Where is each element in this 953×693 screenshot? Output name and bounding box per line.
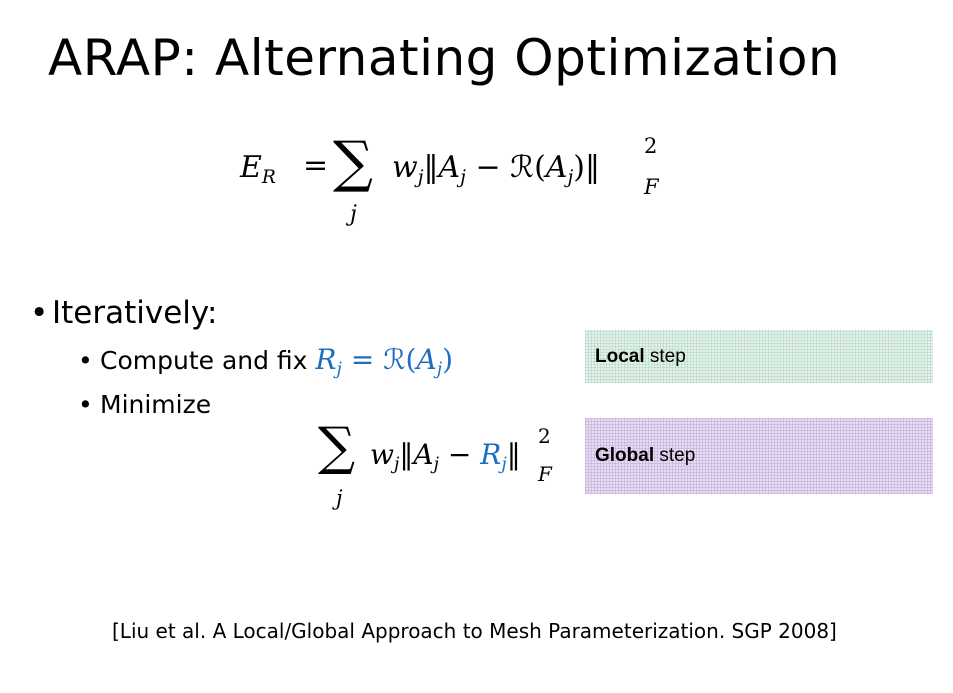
bullet-iteratively: • Iteratively: xyxy=(30,293,217,333)
energy-frobenius: F xyxy=(644,175,659,199)
compute-equals: = xyxy=(350,343,375,376)
local-step-rest: step xyxy=(644,345,686,367)
energy-R-sub: R xyxy=(261,166,276,188)
compute-A: A xyxy=(416,343,437,376)
local-step-bold: Local xyxy=(595,345,645,367)
energy-equals: = xyxy=(303,148,329,183)
minimize-power: 2 xyxy=(538,424,551,448)
energy-R-operator: ℛ xyxy=(510,150,535,185)
bullet-dot: • xyxy=(30,295,49,331)
global-step-rest: step xyxy=(654,445,696,466)
energy-paren-close: ) xyxy=(573,150,585,185)
compute-formula: Rj = ℛ(Aj) xyxy=(315,343,454,380)
minimize-w: w xyxy=(370,438,394,471)
local-step-box: Local step xyxy=(585,330,933,383)
compute-R-sub: j xyxy=(336,359,342,380)
energy-E: E xyxy=(240,150,262,185)
compute-A-sub: j xyxy=(436,359,443,380)
energy-paren-open: ( xyxy=(534,150,546,185)
minimize-R-term: Rj xyxy=(480,438,506,475)
global-step-bold: Global xyxy=(595,445,655,466)
energy-sum-index: j xyxy=(350,202,357,227)
compute-R: R xyxy=(315,343,337,376)
global-step-box: Global step xyxy=(585,418,933,494)
energy-minus: − xyxy=(475,150,501,185)
bullet-compute: • Compute and fix Rj = ℛ(Aj) xyxy=(78,343,453,387)
energy-lhs: ER xyxy=(240,150,276,188)
energy-equation: ER = ∑ j wj‖Aj − ℛ(Aj)‖ 2 F xyxy=(240,130,680,235)
energy-norm-close: ‖ xyxy=(584,150,600,185)
minimize-w-sub: j xyxy=(393,454,400,475)
energy-A2-sub: j xyxy=(567,166,574,188)
minimize-sum-symbol: ∑ xyxy=(318,417,356,477)
minimize-A: A xyxy=(413,438,434,471)
bullet-minimize-label: Minimize xyxy=(100,390,212,419)
minimize-formula: ∑ j wj‖Aj − Rj‖ 2 F xyxy=(318,417,578,520)
minimize-minus: − xyxy=(447,438,472,471)
energy-sum-symbol: ∑ xyxy=(333,130,373,195)
bullet-dot: • xyxy=(78,346,93,375)
bullet-minimize: • Minimize xyxy=(78,388,211,422)
minimize-R: R xyxy=(480,438,502,471)
energy-w: w xyxy=(392,150,418,185)
energy-A2: A xyxy=(545,150,568,185)
compute-R-operator: ℛ xyxy=(383,343,406,376)
bullet-compute-label: Compute and fix xyxy=(100,346,316,375)
energy-body: wj‖Aj − ℛ(Aj)‖ xyxy=(392,150,600,188)
slide-title: ARAP: Alternating Optimization xyxy=(48,29,841,87)
citation: [Liu et al. A Local/Global Approach to M… xyxy=(112,619,837,643)
energy-power: 2 xyxy=(644,134,658,158)
minimize-norm-close: ‖ xyxy=(506,438,521,471)
minimize-A-sub: j xyxy=(433,454,439,475)
bullet-iteratively-label: Iteratively: xyxy=(52,295,218,331)
bullet-dot: • xyxy=(78,390,93,419)
compute-paren-open: ( xyxy=(405,343,417,376)
energy-w-sub: j xyxy=(417,166,424,188)
minimize-R-sub: j xyxy=(501,454,507,475)
minimize-norm-open: ‖ xyxy=(399,438,414,471)
minimize-body: wj‖Aj − Rj‖ xyxy=(370,438,521,475)
minimize-sum-index: j xyxy=(336,486,343,510)
compute-paren-close: ) xyxy=(442,343,454,376)
minimize-frobenius: F xyxy=(538,462,552,486)
energy-A: A xyxy=(438,150,461,185)
energy-norm-open: ‖ xyxy=(423,150,439,185)
energy-A-sub: j xyxy=(460,166,466,188)
